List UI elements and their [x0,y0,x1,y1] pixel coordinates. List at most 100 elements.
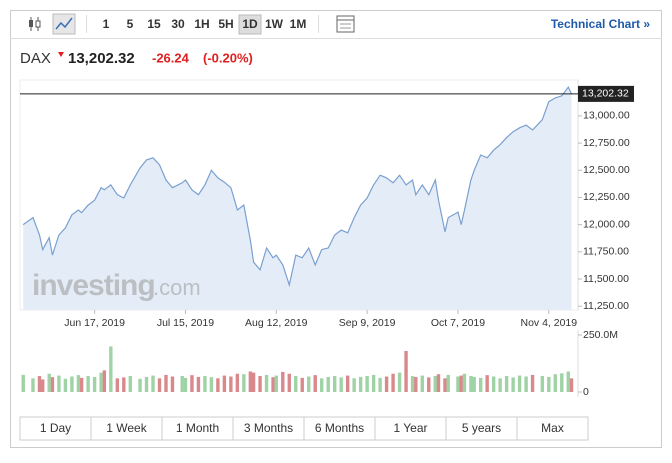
volume-bar [410,376,415,392]
interval-button[interactable]: 1 [103,17,110,31]
range-label[interactable]: 1 Day [40,421,71,435]
volume-bar [420,375,424,392]
y-tick-label: 11,250.00 [583,300,629,312]
range-label[interactable]: 5 years [462,421,501,435]
current-badge [578,85,634,102]
price-line [22,85,573,288]
y-tick-label: 11,750.00 [583,246,629,258]
volume-bar [427,377,431,392]
watermark-suffix: .com [153,275,201,300]
range-label[interactable]: 6 Months [315,421,364,435]
volume-bar [190,375,194,392]
interval-button[interactable]: 1M [290,17,307,31]
volume-bar [102,370,107,392]
y2-tick-label: 0 [583,386,589,398]
volume-bar [47,373,51,392]
volume-bar [472,376,476,392]
settings-icon[interactable] [336,15,355,33]
volume-bar [569,378,574,392]
x-tick-label: Jun 17, 2019 [64,317,125,329]
interval-button[interactable]: 5 [127,17,134,31]
volume-bar [122,377,126,392]
volume-bar [50,377,55,392]
x-tick-label: Sep 9, 2019 [339,317,396,329]
range-label[interactable]: 1 Week [106,421,147,435]
volume-bar [462,373,467,392]
volume-bar [547,376,551,392]
x-tick-label: Aug 12, 2019 [245,317,308,329]
x-tick-label: Oct 7, 2019 [431,317,485,329]
interval-button[interactable]: 5H [218,17,233,31]
volume-bar [76,375,81,392]
volume-bar [70,376,74,392]
volume-bar [115,378,120,392]
line-icon[interactable] [52,13,76,35]
volume-bar [229,376,233,392]
volume-bar [128,376,133,392]
volume-bar [414,376,418,392]
volume-bar [339,377,343,392]
volume-bar [151,375,155,392]
volume-bar [157,378,162,392]
interval-button[interactable]: 30 [171,17,185,31]
volume-bar [371,374,376,392]
volume-bar [352,378,356,392]
range-label[interactable]: 1 Year [393,421,427,435]
volume-bar [320,378,324,392]
volume-bar [397,372,402,392]
volume-bar [456,376,460,392]
volume-bar [517,375,522,392]
volume-bar [79,377,84,392]
symbol: DAX [20,50,51,67]
volume-bar [242,374,246,392]
range-label[interactable]: Max [541,421,564,435]
watermark: investing [32,269,155,302]
volume-bar [248,371,253,392]
volume-bar [553,374,557,392]
volume-bar [391,373,395,392]
y-tick-label: 11,500.00 [583,273,629,285]
range-label[interactable]: 3 Months [244,421,293,435]
volume-bar [183,377,188,392]
range-label[interactable]: 1 Month [176,421,219,435]
candle-icon[interactable] [29,17,41,31]
volume-bar [109,346,113,392]
volume-bar [358,376,363,392]
volume-bar [86,376,90,392]
technical-chart-link[interactable]: Technical Chart » [551,17,650,31]
interval-button[interactable]: 1D [242,17,258,31]
volume-bar [144,376,149,392]
volume-bar [384,376,389,392]
x-tick-label: Nov 4, 2019 [520,317,577,329]
volume-bar [326,376,330,392]
interval-button[interactable]: 1H [194,17,209,31]
range-button[interactable] [516,416,589,441]
volume-bar [560,373,564,392]
volume-bar [294,376,298,392]
active-interval-bg [238,14,262,35]
volume-bar [209,377,214,392]
volume-bar [271,377,275,392]
change-percent: (-0.20%) [203,50,253,65]
y-tick-label: 12,000.00 [583,218,630,230]
volume-bar [41,379,45,392]
volume-bar [57,375,61,392]
volume-bar [274,375,278,392]
volume-bar [307,376,311,392]
interval-button[interactable]: 1W [265,17,284,31]
volume-bar [469,376,473,392]
change: -26.24 [152,50,190,65]
volume-bar [287,373,291,392]
volume-bar [332,376,337,392]
interval-button[interactable]: 15 [147,17,161,31]
volume-bar [566,371,570,392]
volume-bar [138,378,142,392]
y2-tick-label: 250.0M [583,329,618,341]
volume-bar [196,376,201,392]
current-label: 13,202.32 [582,88,629,100]
volume-bar [281,371,285,392]
y-tick-label: 12,750.00 [583,137,630,149]
volume-bar [92,376,97,392]
volume-bar [436,374,441,392]
volume-bar [216,378,220,392]
